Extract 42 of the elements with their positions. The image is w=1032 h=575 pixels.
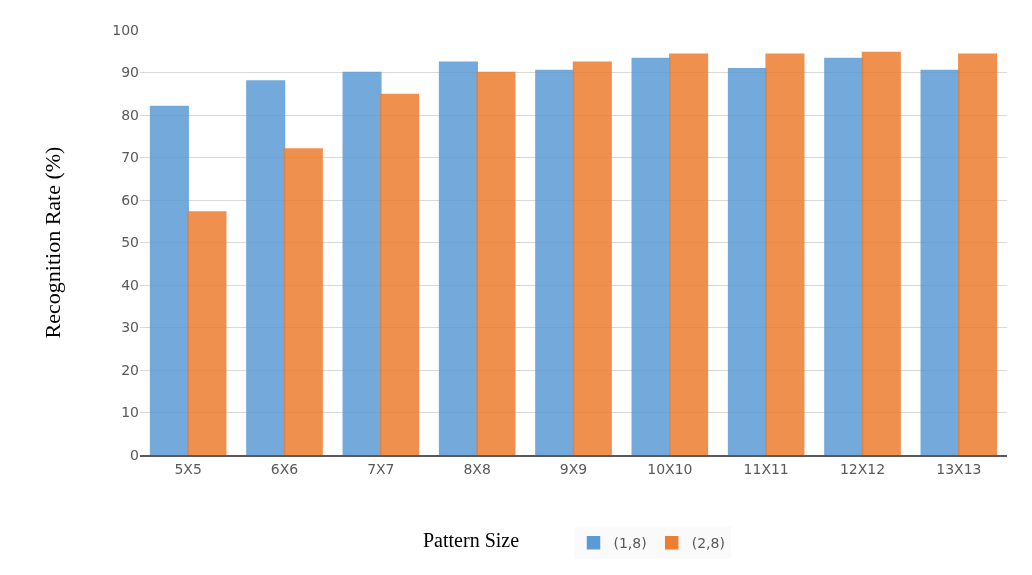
- y-tick-label: 30: [121, 319, 139, 336]
- y-tick-label: 50: [121, 234, 139, 251]
- bar: [669, 53, 709, 455]
- bar: [476, 71, 516, 455]
- y-tick-label: 0: [130, 446, 139, 463]
- x-axis-title: Pattern Size: [423, 529, 520, 551]
- y-tick-label: 70: [121, 149, 139, 166]
- y-tick-label: 80: [121, 106, 139, 123]
- y-tick-label: 10: [121, 404, 139, 421]
- x-tick-label: 13X13: [936, 460, 982, 477]
- bar: [824, 57, 864, 455]
- x-tick-label: 12X12: [839, 460, 886, 477]
- bar: [631, 57, 671, 455]
- bar: [920, 69, 960, 455]
- x-tick-label: 6X6: [270, 460, 299, 477]
- bar: [535, 69, 575, 455]
- bar: [438, 61, 478, 455]
- x-tick-label: 8X8: [463, 460, 491, 477]
- y-tick-label: 20: [121, 361, 139, 378]
- bar: [861, 51, 901, 455]
- x-tick-label: 11X11: [743, 460, 789, 477]
- bar: [727, 67, 767, 455]
- bar: [765, 53, 805, 455]
- bar: [342, 71, 382, 455]
- y-tick-label: 90: [121, 64, 139, 81]
- legend-label: (2,8): [691, 535, 725, 552]
- bar: [246, 80, 286, 455]
- y-tick-label: 100: [112, 21, 139, 38]
- y-axis-title: Recognition Rate (%): [40, 146, 66, 339]
- x-tick-label: 5X5: [174, 460, 202, 477]
- bar: [187, 211, 227, 455]
- bar: [572, 61, 612, 455]
- bar: [380, 93, 420, 455]
- bar: [958, 53, 998, 455]
- bar: [283, 148, 323, 455]
- x-tick-label: 9X9: [559, 460, 588, 477]
- y-tick-label: 60: [121, 191, 139, 208]
- legend-label: (1,8): [613, 535, 647, 552]
- bar: [149, 105, 189, 455]
- x-tick-label: 7X7: [367, 460, 395, 477]
- x-tick-label: 10X10: [647, 460, 693, 477]
- y-tick-label: 40: [121, 276, 139, 293]
